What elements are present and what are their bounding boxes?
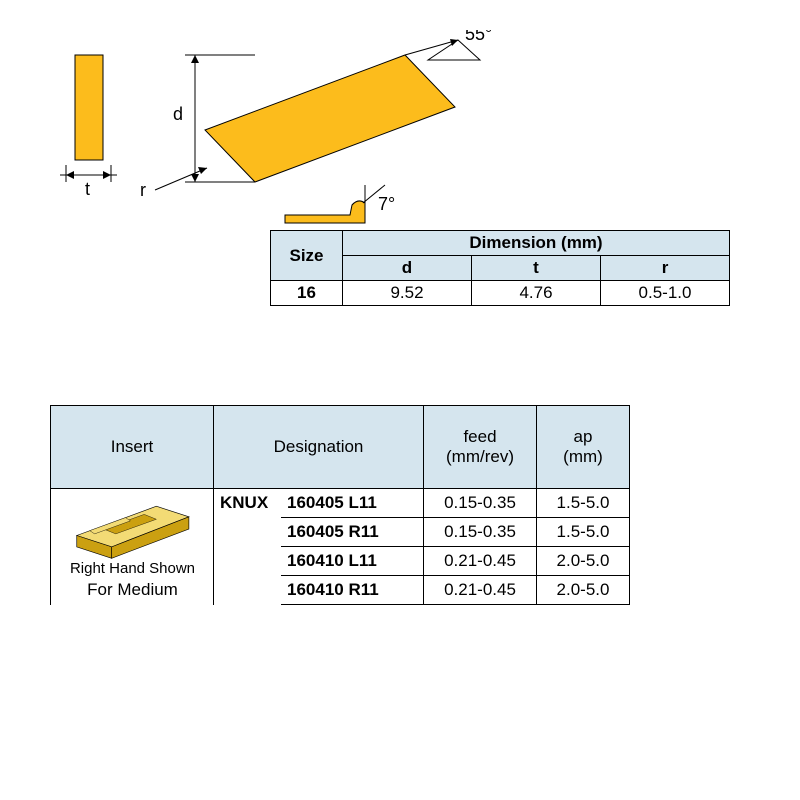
dim-size: 16 <box>271 281 343 306</box>
ap-2: 2.0-5.0 <box>537 547 630 576</box>
designation-3: 160410 R11 <box>281 576 424 605</box>
header-ap: ap(mm) <box>537 406 630 489</box>
dim-d: 9.52 <box>343 281 472 306</box>
feed-3: 0.21-0.45 <box>424 576 537 605</box>
dim-header-dimension: Dimension (mm) <box>343 231 730 256</box>
designation-2: 160410 L11 <box>281 547 424 576</box>
designation-0: 160405 L11 <box>281 489 424 518</box>
feed-2: 0.21-0.45 <box>424 547 537 576</box>
ap-1: 1.5-5.0 <box>537 518 630 547</box>
dim-header-r: r <box>601 256 730 281</box>
dimension-table: Size Dimension (mm) d t r 16 9.52 4.76 0… <box>270 230 730 306</box>
feed-0: 0.15-0.35 <box>424 489 537 518</box>
dim-header-t: t <box>472 256 601 281</box>
designation-1: 160405 R11 <box>281 518 424 547</box>
dim-t: 4.76 <box>472 281 601 306</box>
dim-header-size: Size <box>271 231 343 281</box>
label-r: r <box>140 180 146 200</box>
dim-header-d: d <box>343 256 472 281</box>
label-d: d <box>173 104 183 124</box>
header-designation: Designation <box>214 406 424 489</box>
header-insert: Insert <box>51 406 214 489</box>
header-feed: feed(mm/rev) <box>424 406 537 489</box>
angle-7: 7° <box>378 194 395 214</box>
feed-1: 0.15-0.35 <box>424 518 537 547</box>
ap-0: 1.5-5.0 <box>537 489 630 518</box>
label-t: t <box>85 179 90 199</box>
angle-55: 55° <box>465 30 492 44</box>
ap-3: 2.0-5.0 <box>537 576 630 605</box>
caption-for-medium: For Medium <box>60 580 205 600</box>
dim-r: 0.5-1.0 <box>601 281 730 306</box>
caption-right-hand: Right Hand Shown <box>60 560 205 577</box>
insert-3d-icon <box>67 495 197 563</box>
designation-prefix: KNUX <box>214 489 282 605</box>
